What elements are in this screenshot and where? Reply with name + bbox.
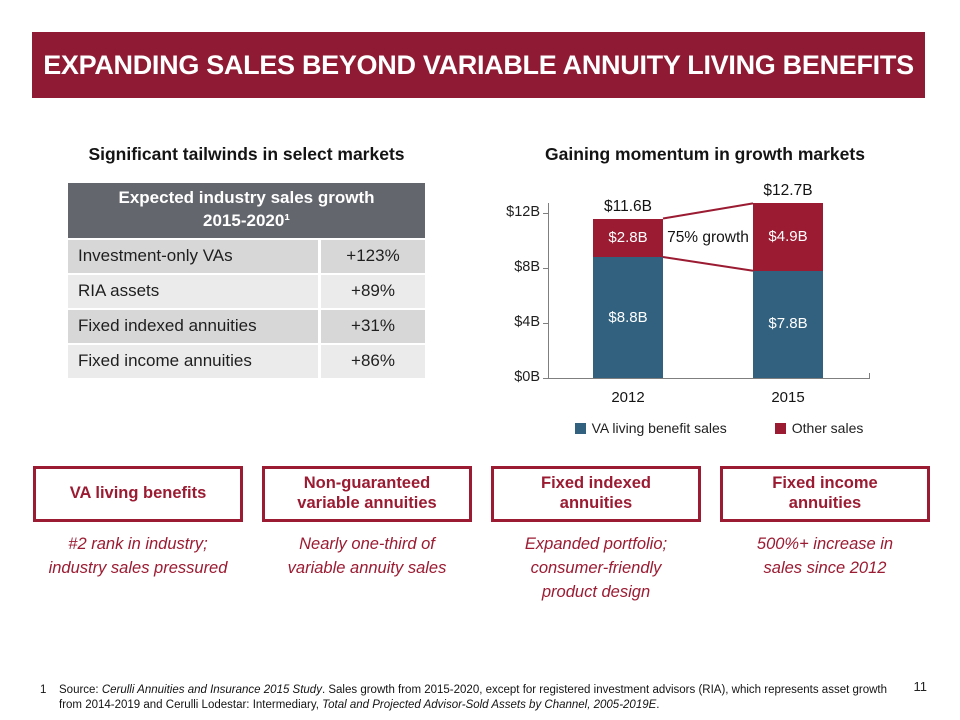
x-axis-end-tick <box>869 373 870 378</box>
footnote-italic-segment: Cerulli Annuities and Insurance 2015 Stu… <box>101 684 322 696</box>
title-bar: EXPANDING SALES BEYOND VARIABLE ANNUITY … <box>32 32 925 98</box>
card-caption: Nearly one-third of variable annuity sal… <box>287 535 447 577</box>
page-number: 11 <box>913 679 928 694</box>
card-caption: 500%+ increase in sales since 2012 <box>756 535 894 577</box>
y-tick-mark <box>543 378 548 379</box>
table-row: Fixed income annuities +86% <box>68 344 425 378</box>
y-tick-label: $4B <box>514 314 540 330</box>
bar-2015 <box>753 203 823 378</box>
table-cell-value: +123% <box>321 239 425 273</box>
card-caption: #2 rank in industry; industry sales pres… <box>48 535 228 577</box>
table-cell-label: Investment-only VAs <box>68 239 318 273</box>
footnote: 1 Source: Cerulli Annuities and Insuranc… <box>40 683 888 713</box>
card-caption: Expanded portfolio; consumer-friendly pr… <box>524 535 668 601</box>
bar-2012 <box>593 218 663 378</box>
table-header: Expected industry sales growth 2015-2020… <box>68 183 425 238</box>
card-title-box: Fixed income annuities <box>720 466 930 522</box>
y-axis-line <box>548 203 549 378</box>
legend-swatch <box>774 422 786 434</box>
card-title-box: Non-guaranteed variable annuities <box>262 466 472 522</box>
card: Fixed income annuities 500%+ increase in… <box>720 466 930 605</box>
right-section-heading: Gaining momentum in growth markets <box>545 144 865 164</box>
legend-label: VA living benefit sales <box>591 420 727 436</box>
y-tick-mark <box>543 213 548 214</box>
y-tick-label: $12B <box>506 204 540 220</box>
y-tick-mark <box>543 268 548 269</box>
card: Fixed indexed annuities Expanded portfol… <box>491 466 701 605</box>
segment-value-label: $4.9B <box>768 228 808 246</box>
table-cell-label: Fixed indexed annuities <box>68 309 318 343</box>
x-category-label: 2015 <box>771 389 805 406</box>
chart: $12B $8B $4B $0B $2.8B $8.8B $11.6B 2012 $4.9B $7… <box>500 182 890 452</box>
segment-value-label: $8.8B <box>608 308 648 326</box>
legend-item: VA living benefit sales <box>574 420 727 436</box>
bar-segment-va-living-benefit <box>753 270 823 378</box>
sales-growth-table: Expected industry sales growth 2015-2020… <box>68 183 425 378</box>
footnote-text: Source: Cerulli Annuities and Insurance … <box>59 683 888 713</box>
card: VA living benefits #2 rank in industry; … <box>33 466 243 605</box>
table-row: Fixed indexed annuities +31% <box>68 309 425 343</box>
card-title-box: VA living benefits <box>33 466 243 522</box>
segment-value-label: $2.8B <box>608 228 648 246</box>
footnote-number: 1 <box>40 684 47 696</box>
growth-annotation: 75% growth <box>667 228 749 246</box>
y-tick-label: $0B <box>514 369 540 385</box>
table-cell-label: Fixed income annuities <box>68 344 318 378</box>
footnote-segment: . <box>656 699 660 712</box>
y-tick-mark <box>543 323 548 324</box>
table-cell-label: RIA assets <box>68 274 318 308</box>
card-title-box: Fixed indexed annuities <box>491 466 701 522</box>
table-cell-value: +89% <box>321 274 425 308</box>
table-row: RIA assets +89% <box>68 274 425 308</box>
growth-connector-line <box>662 202 754 220</box>
footnote-segment: . Sales growth from 2015-2020, except fo… <box>59 684 888 712</box>
table-cell-value: +31% <box>321 309 425 343</box>
table-row: Investment-only VAs +123% <box>68 239 425 273</box>
legend-label: Other sales <box>791 420 864 436</box>
x-category-label: 2012 <box>611 389 645 406</box>
slide-title: EXPANDING SALES BEYOND VARIABLE ANNUITY … <box>43 49 914 80</box>
chart-legend: VA living benefit sales Other sales <box>548 420 890 436</box>
card: Non-guaranteed variable annuities Nearly… <box>262 466 472 605</box>
bar-total-label: $12.7B <box>763 182 813 200</box>
bar-segment-other-sales <box>593 218 663 257</box>
legend-item: Other sales <box>774 420 864 436</box>
bar-segment-other-sales <box>753 203 823 271</box>
segment-value-label: $7.8B <box>768 315 808 333</box>
highlight-cards: VA living benefits #2 rank in industry; … <box>33 466 930 605</box>
x-axis-line <box>548 378 870 379</box>
left-section-heading: Significant tailwinds in select markets <box>88 144 405 164</box>
legend-swatch <box>574 422 586 434</box>
bar-total-label: $11.6B <box>604 197 652 215</box>
footnote-segment: Source: <box>59 684 102 696</box>
footnote-italic-segment: Total and Projected Advisor-Sold Assets … <box>322 699 657 712</box>
table-cell-value: +86% <box>321 344 425 378</box>
bar-segment-va-living-benefit <box>593 257 663 378</box>
growth-connector-line <box>662 256 754 272</box>
y-tick-label: $8B <box>514 259 540 275</box>
